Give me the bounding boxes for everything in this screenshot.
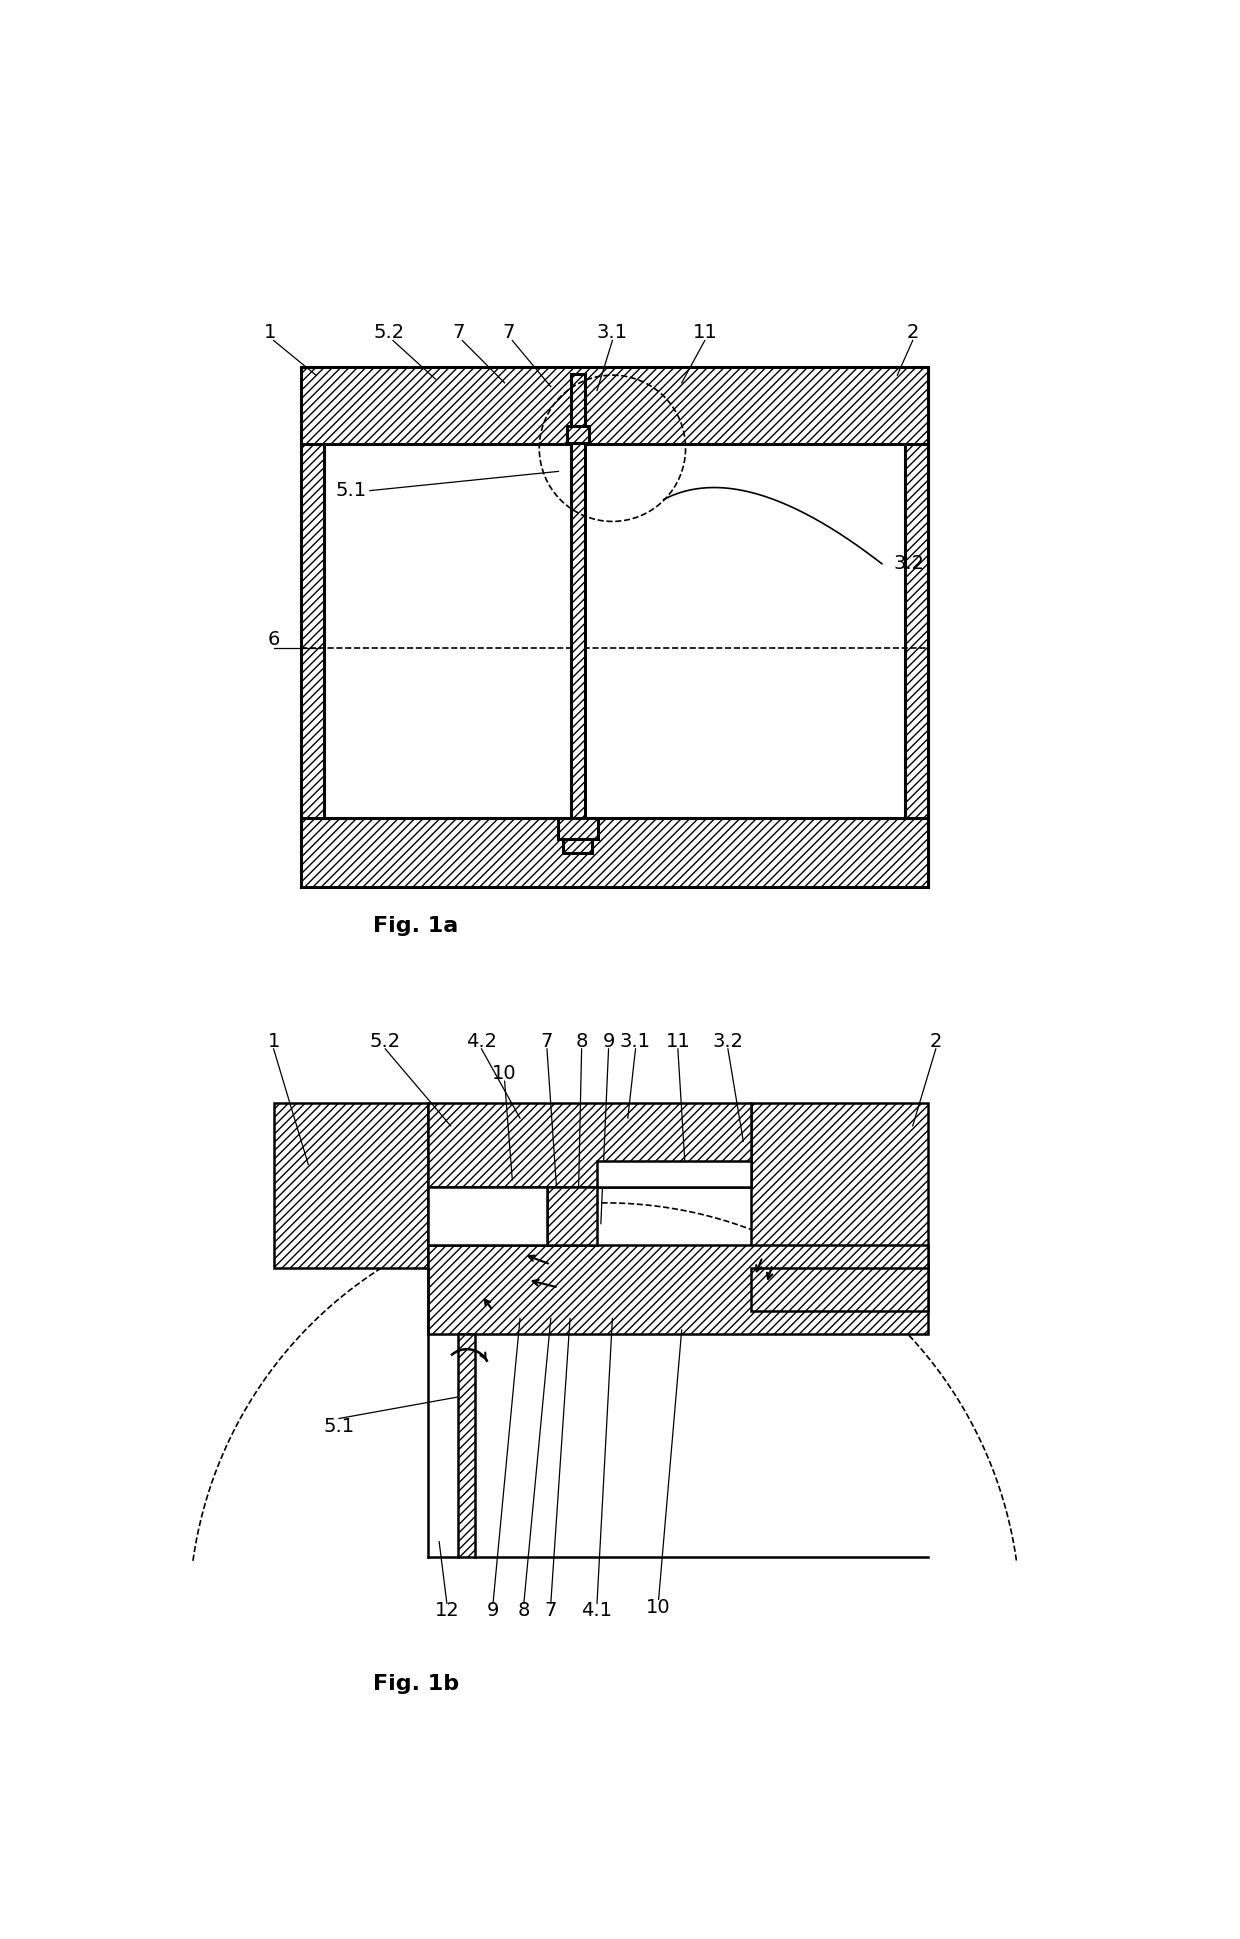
Bar <box>459 1334 475 1557</box>
Text: 4.2: 4.2 <box>466 1032 497 1051</box>
Bar <box>905 444 928 818</box>
Text: 2: 2 <box>906 324 919 343</box>
Text: 11: 11 <box>692 324 717 343</box>
Text: 2: 2 <box>930 1032 942 1051</box>
Text: 3.1: 3.1 <box>620 1032 651 1051</box>
Text: Fig. 1a: Fig. 1a <box>373 915 459 937</box>
Text: 8: 8 <box>575 1032 588 1051</box>
Text: 6: 6 <box>268 630 280 650</box>
Bar <box>428 1187 547 1245</box>
Bar <box>751 1268 928 1311</box>
Text: 1: 1 <box>264 324 277 343</box>
Text: 7: 7 <box>453 324 465 343</box>
Text: 4.1: 4.1 <box>582 1602 613 1621</box>
Bar <box>300 818 928 888</box>
Text: 11: 11 <box>666 1032 691 1051</box>
Text: 10: 10 <box>492 1065 517 1084</box>
Text: 3.1: 3.1 <box>596 324 627 343</box>
Bar <box>428 1103 751 1187</box>
Bar <box>563 840 593 853</box>
Bar <box>558 818 598 840</box>
Text: 5.1: 5.1 <box>335 481 366 500</box>
Text: 3.2: 3.2 <box>713 1032 744 1051</box>
Text: 3.2: 3.2 <box>893 555 924 574</box>
Bar <box>751 1103 928 1268</box>
Bar <box>274 1103 428 1268</box>
Bar <box>547 1187 596 1245</box>
Bar <box>567 427 589 442</box>
Text: 12: 12 <box>434 1602 459 1621</box>
Text: 7: 7 <box>502 324 515 343</box>
Bar <box>596 1161 751 1187</box>
Text: 7: 7 <box>544 1602 557 1621</box>
Text: 10: 10 <box>646 1598 671 1617</box>
Text: 8: 8 <box>517 1602 529 1621</box>
Text: 5.2: 5.2 <box>370 1032 401 1051</box>
Text: 9: 9 <box>487 1602 500 1621</box>
Bar <box>300 444 324 818</box>
Text: Fig. 1b: Fig. 1b <box>373 1673 459 1695</box>
Bar <box>570 374 585 849</box>
Text: 5.2: 5.2 <box>373 324 404 343</box>
Text: 9: 9 <box>603 1032 615 1051</box>
Bar <box>428 1245 928 1334</box>
Text: 5.1: 5.1 <box>324 1417 355 1435</box>
Text: 1: 1 <box>268 1032 280 1051</box>
Text: 7: 7 <box>541 1032 553 1051</box>
Bar <box>300 366 928 444</box>
